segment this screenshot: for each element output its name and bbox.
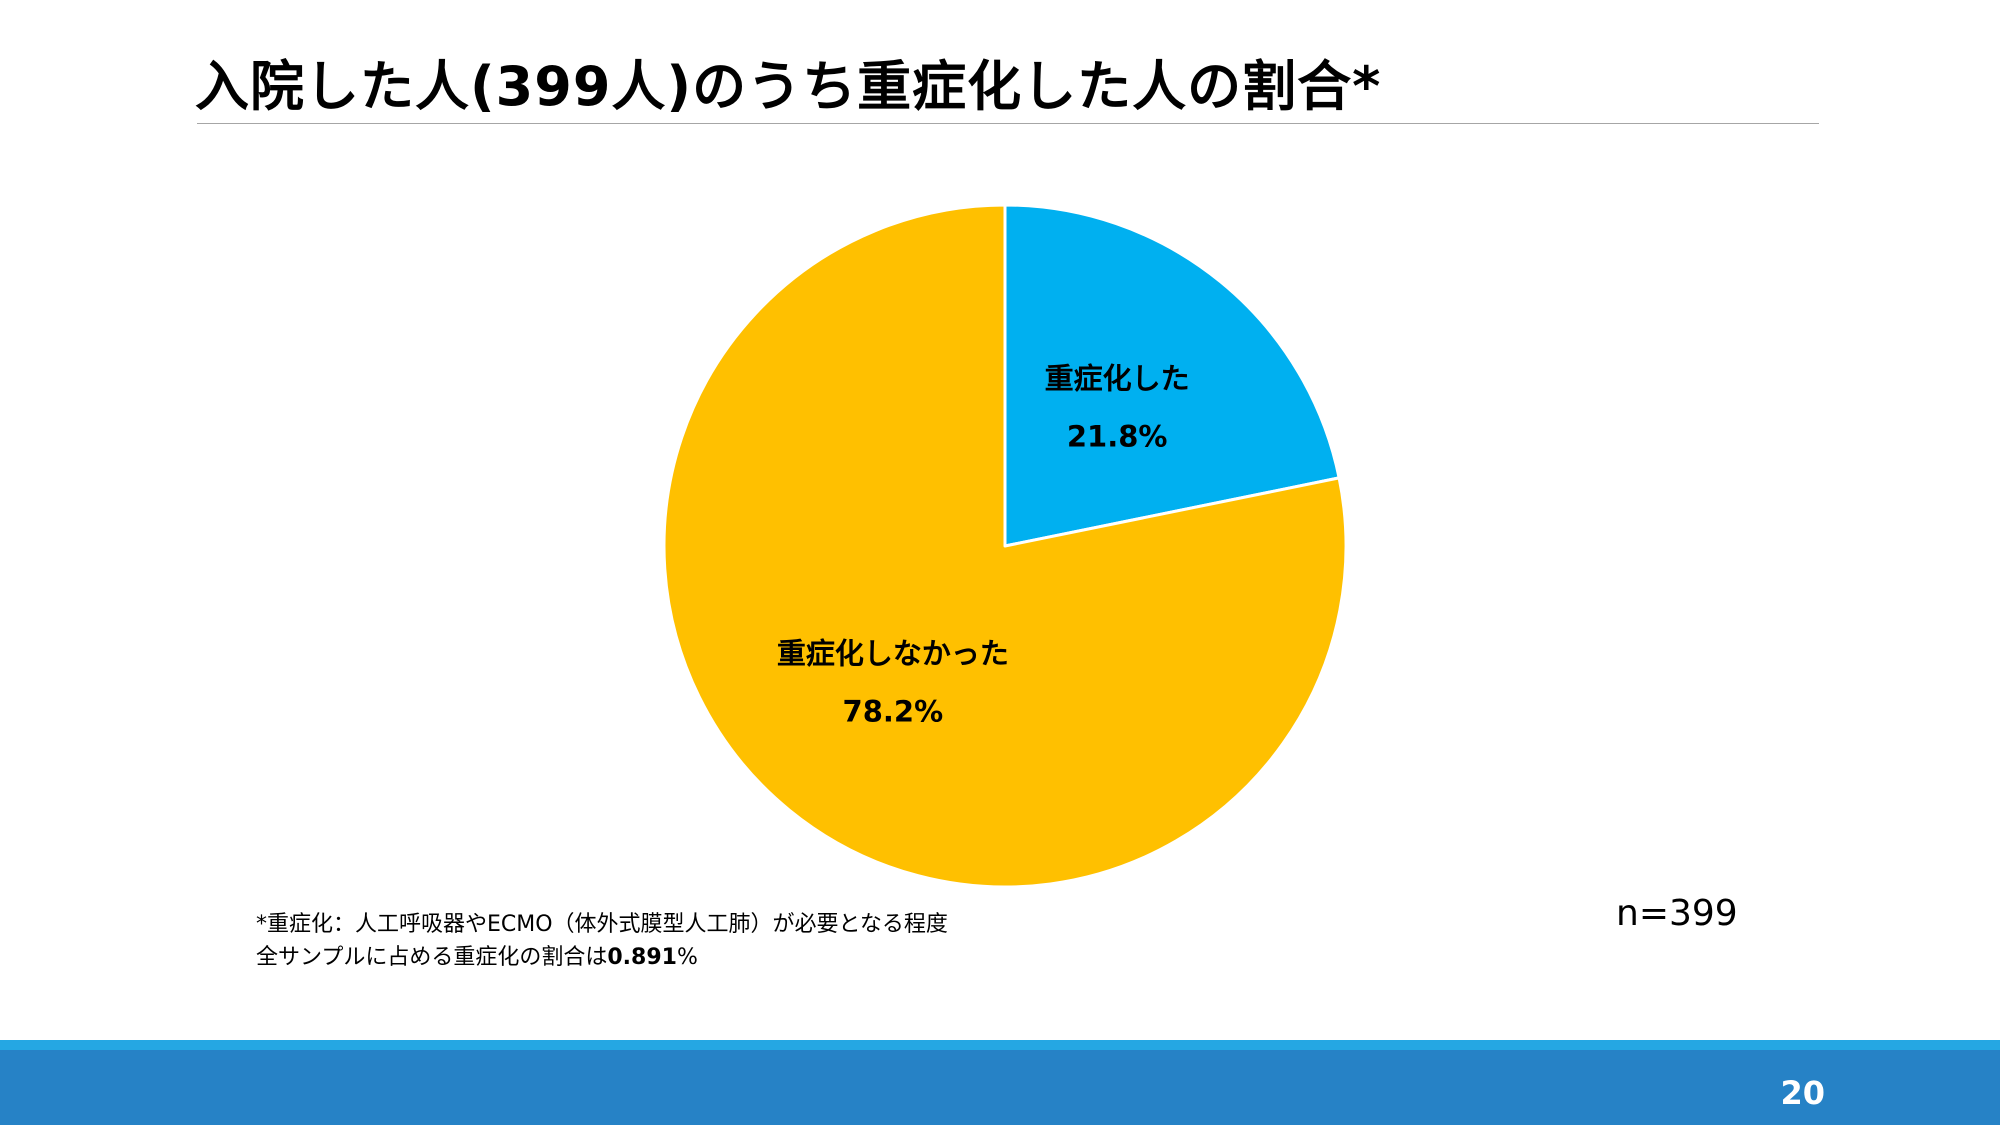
- pie-slice-1-value-label: 78.2%: [843, 694, 944, 728]
- footnote: *重症化：人工呼吸器やECMO（体外式膜型人工肺）が必要となる程度 全サンプルに…: [256, 908, 948, 974]
- slide-title: 入院した人(399人)のうち重症化した人の割合*: [195, 55, 1382, 118]
- pie-slice-0-category-label: 重症化した: [1045, 362, 1190, 396]
- pie-slice-0: [1003, 203, 1341, 548]
- footnote-overall-rate-prefix: 全サンプルに占める重症化の割合は: [256, 945, 608, 970]
- pie-slice-1-category-label: 重症化しなかった: [777, 636, 1009, 670]
- pie-labels: 重症化した 21.8% 重症化しなかった 78.2%: [777, 362, 1190, 729]
- pie-slice-1: [662, 203, 1348, 889]
- title-divider: [197, 123, 1819, 124]
- footer-bar: [0, 1050, 2000, 1125]
- footer-stripe: [0, 1040, 2000, 1050]
- pie-slice-0-value-label: 21.8%: [1067, 420, 1168, 454]
- sample-size-label: n=399: [1616, 893, 1738, 934]
- footnote-definition: *重症化：人工呼吸器やECMO（体外式膜型人工肺）が必要となる程度: [256, 912, 948, 937]
- pie-slices: [662, 203, 1348, 889]
- page-number: 20: [1780, 1074, 1825, 1112]
- footnote-overall-rate: 全サンプルに占める重症化の割合は0.891%: [256, 941, 948, 974]
- footnote-overall-rate-value: 0.891: [607, 945, 677, 970]
- footnote-overall-rate-suffix: %: [676, 945, 698, 970]
